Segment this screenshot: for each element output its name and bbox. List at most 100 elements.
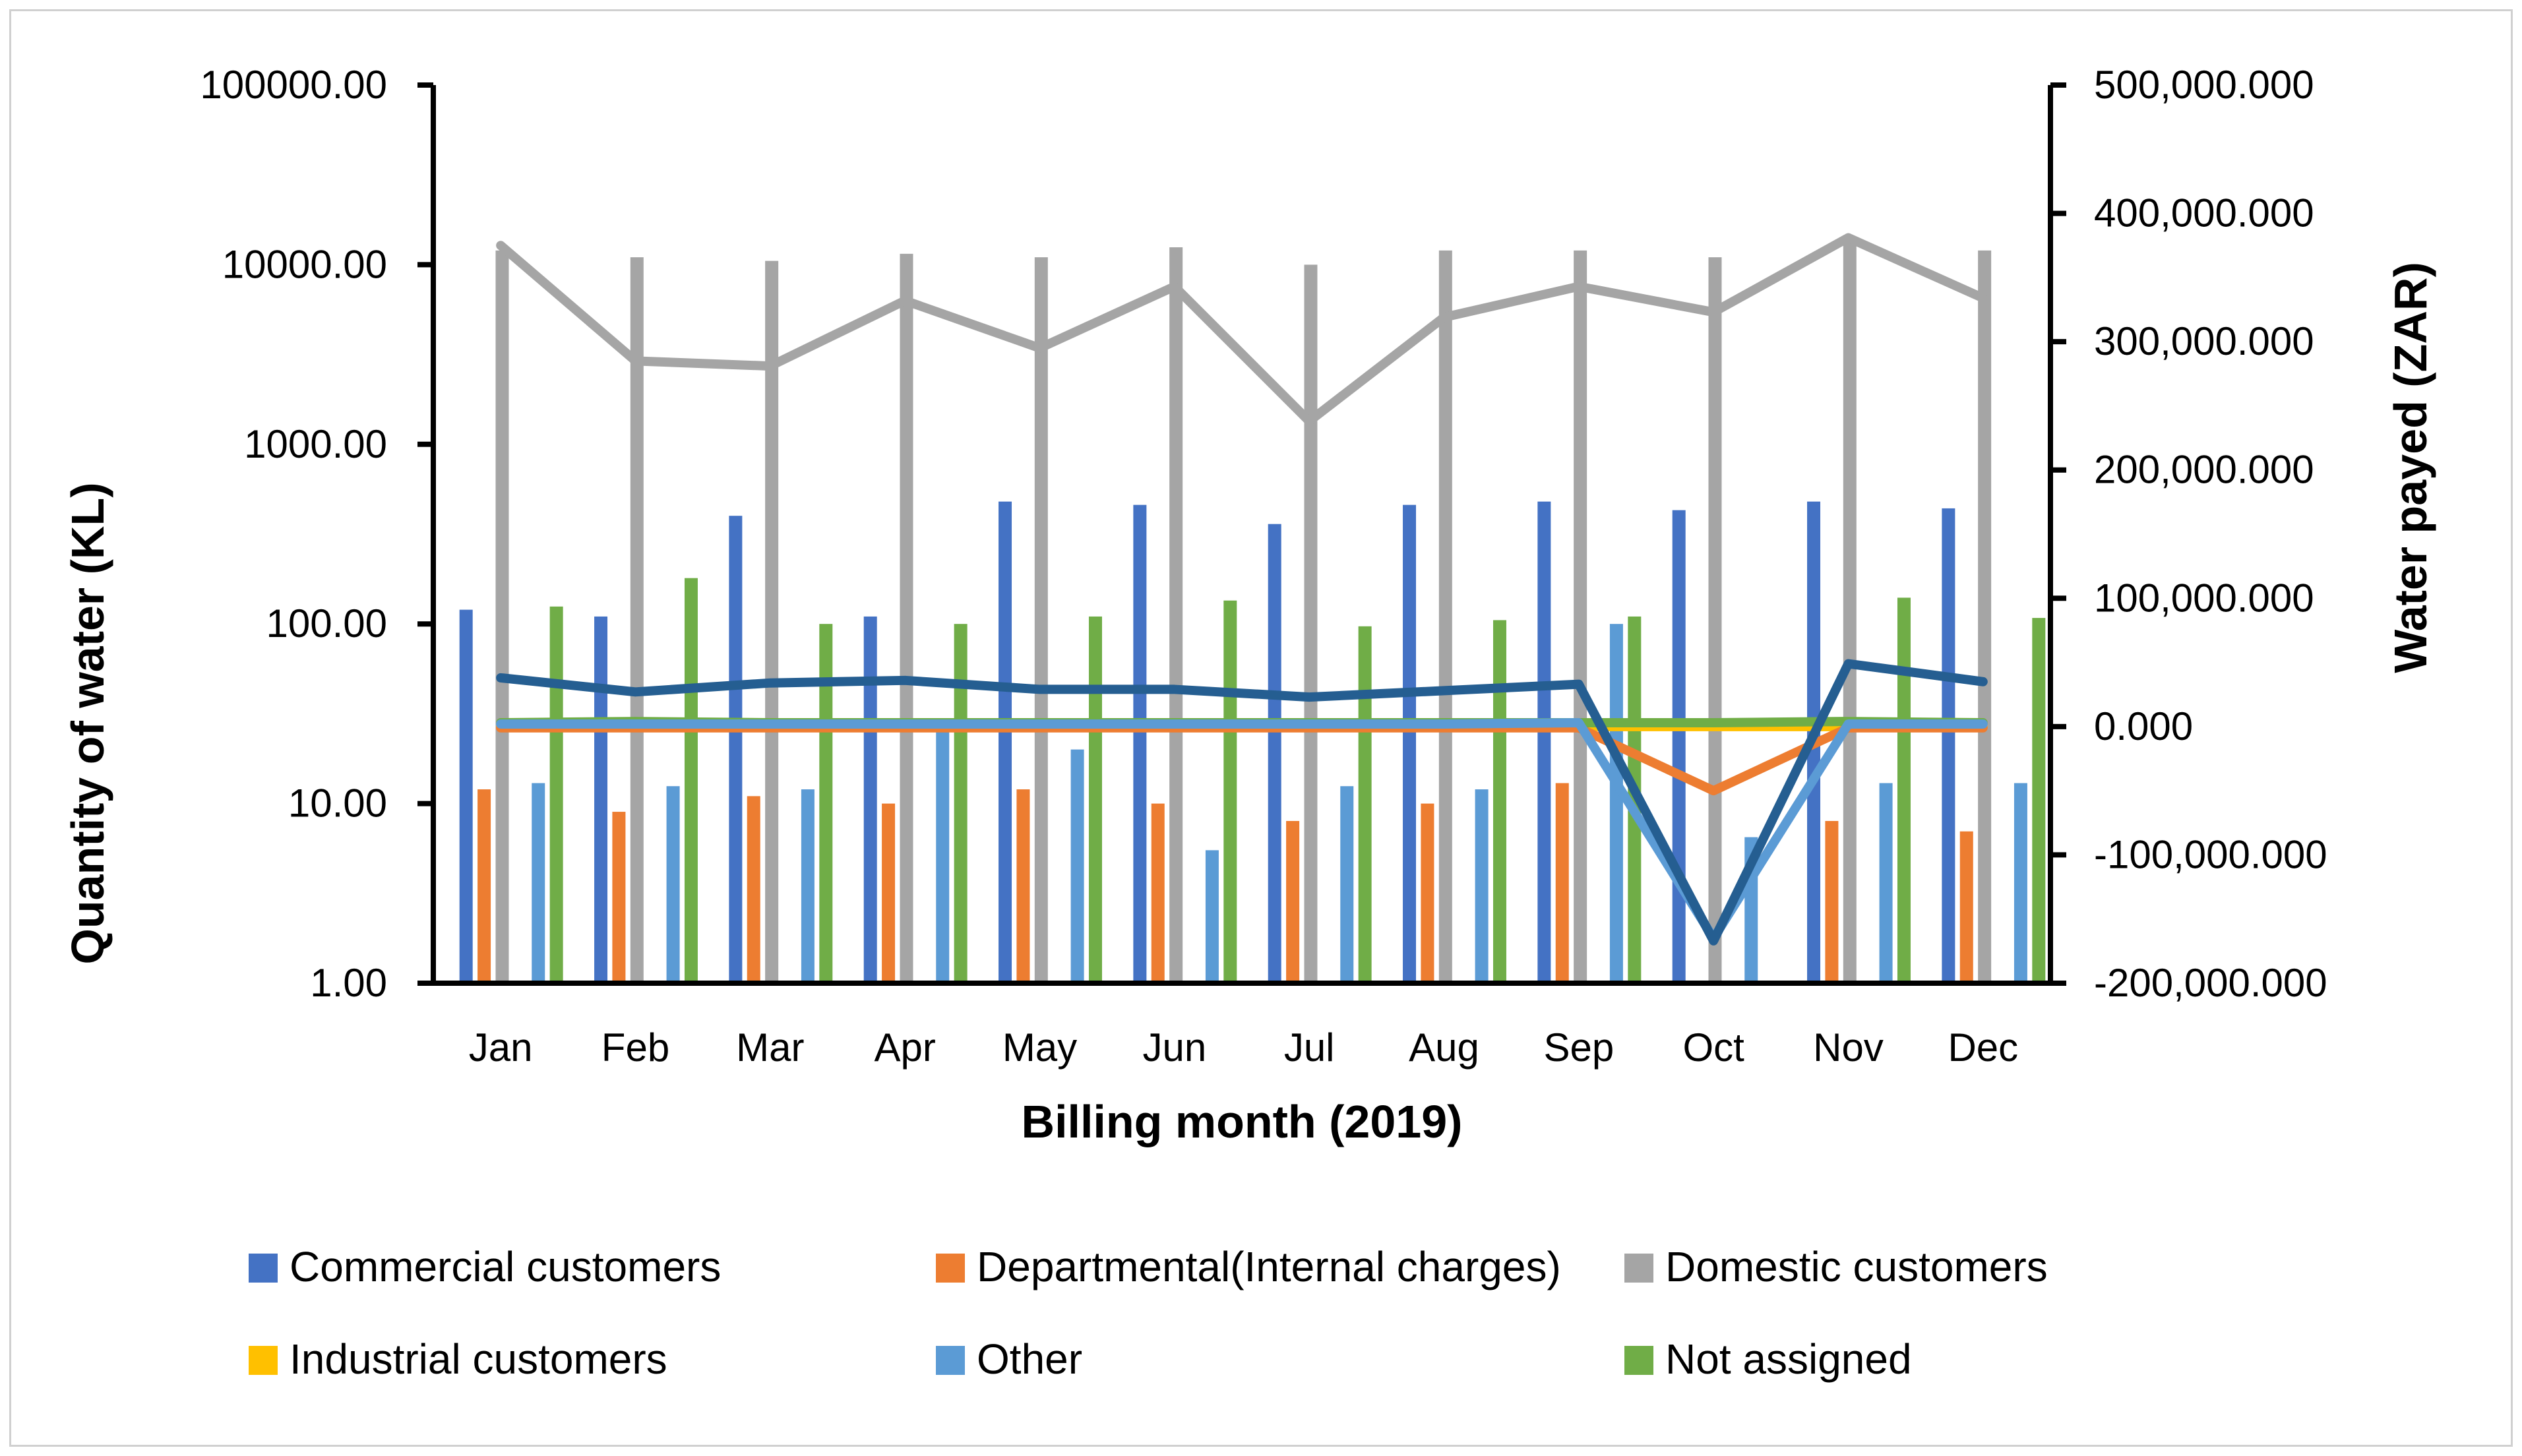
bars-layer [459,238,2046,983]
bar [1070,749,1084,983]
bar [1672,510,1686,983]
bar [954,624,968,983]
legend-swatch [936,1346,965,1375]
y2-tick-label: 400,000.000 [2094,191,2314,235]
bar [684,578,698,983]
x-tick-label: Dec [1948,1025,2018,1070]
x-tick-label: Sep [1543,1025,1614,1070]
bar [936,732,950,983]
legend-label: Industrial customers [290,1335,667,1383]
legend: Commercial customers Departmental(Interna… [249,1243,2048,1383]
bar [594,616,608,983]
bar [1537,501,1551,983]
bar [549,606,563,983]
bar [1358,626,1372,983]
x-axis-title: Billing month (2019) [1022,1096,1463,1147]
y2-tick-label: 300,000.000 [2094,319,2314,363]
bar [612,812,626,983]
bar [1169,247,1183,983]
series-line [496,659,1988,946]
bar [1942,508,1955,983]
y-tick-label: 100.00 [266,601,387,646]
bar [1492,620,1506,983]
bar [882,803,896,983]
bar [1268,524,1281,983]
x-tick-label: Jul [1284,1025,1335,1070]
bar [1304,264,1318,983]
x-tick-label: Feb [601,1025,669,1070]
bar [1016,789,1030,983]
x-tick-label: Apr [874,1025,935,1070]
y-tick-label: 10000.00 [222,242,387,286]
axes-layer [431,85,2053,986]
y-tick-label: 1000.00 [244,422,387,466]
bar [1088,616,1102,983]
y2-tick-label: 500,000.000 [2094,63,2314,107]
bar [1879,783,1893,983]
ticks-layer: 1.00 10.00 100.00 1000.00 10000.00 100000.00 -… [200,63,2327,1070]
bar [1223,600,1237,983]
x-tick-label: Jan [469,1025,533,1070]
y2-tick-label: 100,000.000 [2094,576,2314,620]
chart-frame: 1.00 10.00 100.00 1000.00 10000.00 100000.00 -… [9,9,2513,1447]
bar [900,253,913,983]
bar [1843,238,1857,983]
y2-tick-label: -100,000.000 [2094,832,2327,876]
bar [747,796,760,983]
y-tick-label: 1.00 [310,961,387,1005]
legend-label: Commercial customers [290,1243,721,1290]
x-tick-label: Aug [1409,1025,1479,1070]
bar [729,516,743,983]
bar [1609,624,1623,983]
series-line [496,718,1988,943]
bar [459,609,473,983]
legend-label: Not assigned [1665,1335,1912,1383]
bar [477,789,491,983]
bar [1403,504,1417,983]
bar [630,257,644,983]
legend-swatch [936,1254,965,1283]
bar [1034,257,1048,983]
lines-layer [496,233,1988,946]
legend-label: Domestic customers [1665,1243,2048,1290]
y2-tick-label: 200,000.000 [2094,448,2314,492]
chart-svg: 1.00 10.00 100.00 1000.00 10000.00 100000.00 -… [62,63,2436,1383]
series-line [496,233,1988,426]
bar [1555,783,1569,983]
bar [1438,250,1452,983]
x-tick-label: May [1002,1025,1077,1070]
bar [1151,803,1165,983]
bar [801,789,815,983]
bar [2032,618,2046,983]
bar [1133,504,1147,983]
bar [819,624,833,983]
bar [999,501,1012,983]
y2-axis-title: Water payed (ZAR) [2385,262,2436,673]
bar [1897,597,1911,983]
bar [532,783,545,983]
bar [1574,250,1587,983]
bar [1959,831,1973,983]
bar [863,616,877,983]
bar [1421,803,1434,983]
bar [1286,820,1300,983]
y-tick-label: 100000.00 [200,63,387,107]
y2-tick-label: 0.000 [2094,704,2193,748]
x-tick-label: Nov [1813,1025,1884,1070]
bar [1825,820,1839,983]
legend-label: Other [977,1335,1082,1383]
legend-swatch [1624,1346,1653,1375]
bar [495,250,509,983]
y2-tick-label: -200,000.000 [2094,961,2327,1005]
bar [666,786,680,983]
bar [1475,789,1489,983]
legend-label: Departmental(Internal charges) [977,1243,1561,1290]
bar [1978,250,1992,983]
series-line [496,723,1988,796]
legend-swatch [249,1254,278,1283]
legend-swatch [1624,1254,1653,1283]
bar [1708,257,1722,983]
x-tick-label: Mar [736,1025,804,1070]
y-axis-title: Quantity of water (KL) [62,482,113,964]
legend-swatch [249,1346,278,1375]
